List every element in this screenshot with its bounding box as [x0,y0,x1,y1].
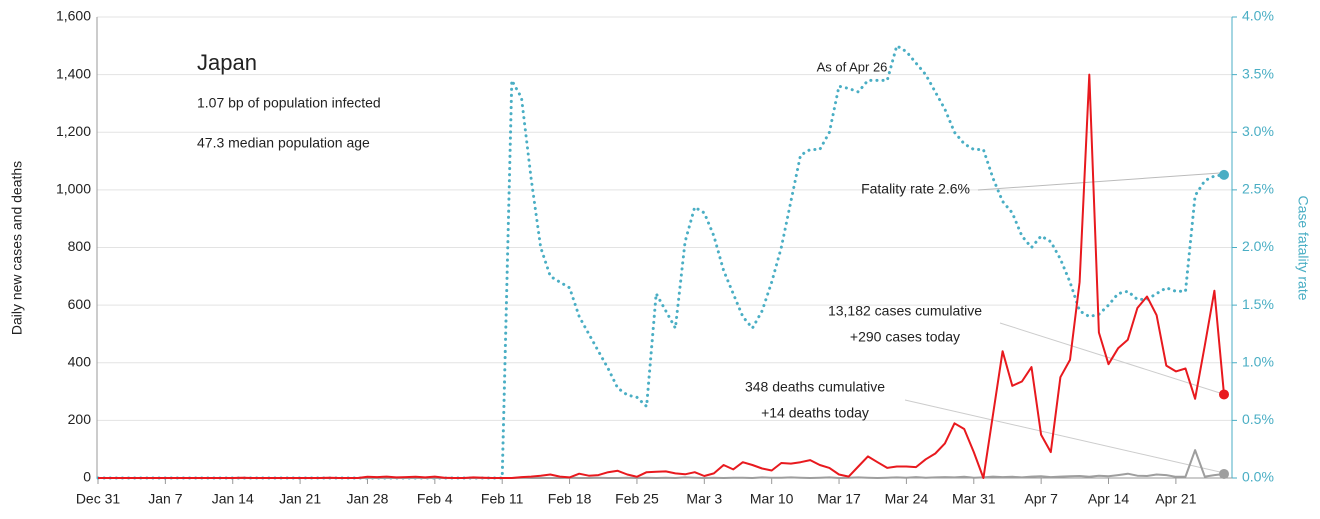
x-tick-label: Dec 31 [76,491,121,507]
annotation: 348 deaths cumulative [745,379,885,395]
series-line [98,73,1225,479]
y-tick-label: 1,600 [56,8,91,24]
y-tick-label: 1,200 [56,123,91,139]
subtitle: 1.07 bp of population infected [197,95,381,111]
x-tick-label: Feb 18 [548,491,592,507]
y-tick-label: 200 [68,411,92,427]
x-tick-label: Mar 24 [885,491,929,507]
leader-line [977,172,1221,191]
x-tick-label: Feb 25 [615,491,659,507]
x-tick-label: Mar 10 [750,491,794,507]
x-tick-label: Mar 3 [686,491,722,507]
x-tick-label: Jan 14 [212,491,254,507]
y2-tick-label: 0.0% [1242,469,1274,485]
annotation: 13,182 cases cumulative [828,303,982,319]
x-tick-label: Apr 7 [1024,491,1058,507]
x-tick-label: Feb 11 [481,491,524,507]
end-marker [1219,468,1229,479]
y-tick-label: 0 [83,469,91,485]
y2-tick-label: 4.0% [1242,8,1274,24]
x-tick-label: Jan 21 [279,491,321,507]
series-line [98,449,1225,479]
y2-tick-label: 1.0% [1242,353,1274,369]
subtitle: 47.3 median population age [197,135,370,151]
y2-tick-label: 3.0% [1242,123,1274,139]
x-tick-label: Apr 14 [1088,491,1129,507]
leader-line [904,399,1221,473]
annotation: As of Apr 26 [817,59,888,74]
x-tick-label: Jan 7 [148,491,182,507]
y-tick-label: 800 [68,238,92,254]
y2-tick-label: 2.0% [1242,238,1274,254]
y-axis-label: Daily new cases and deaths [9,161,25,335]
y2-tick-label: 0.5% [1242,411,1274,427]
y-tick-label: 1,000 [56,181,91,197]
y2-tick-label: 1.5% [1242,296,1274,312]
annotation: +290 cases today [850,329,960,345]
y-tick-label: 1,400 [56,65,91,81]
x-tick-label: Jan 28 [346,491,388,507]
annotation: +14 deaths today [761,405,869,421]
x-tick-label: Feb 4 [417,491,453,507]
y-tick-label: 400 [68,353,92,369]
y2-tick-label: 2.5% [1242,181,1274,197]
end-marker [1219,389,1229,400]
y2-tick-label: 3.5% [1242,65,1274,81]
y2-axis-label: Case fatality rate [1295,195,1311,300]
chart-title: Japan [197,50,257,75]
x-tick-label: Apr 21 [1155,491,1196,507]
x-tick-label: Mar 31 [952,491,996,507]
y-tick-label: 600 [68,296,92,312]
leader-line [999,322,1221,394]
annotation: Fatality rate 2.6% [861,181,970,197]
end-marker [1219,169,1229,180]
x-tick-label: Mar 17 [817,491,861,507]
